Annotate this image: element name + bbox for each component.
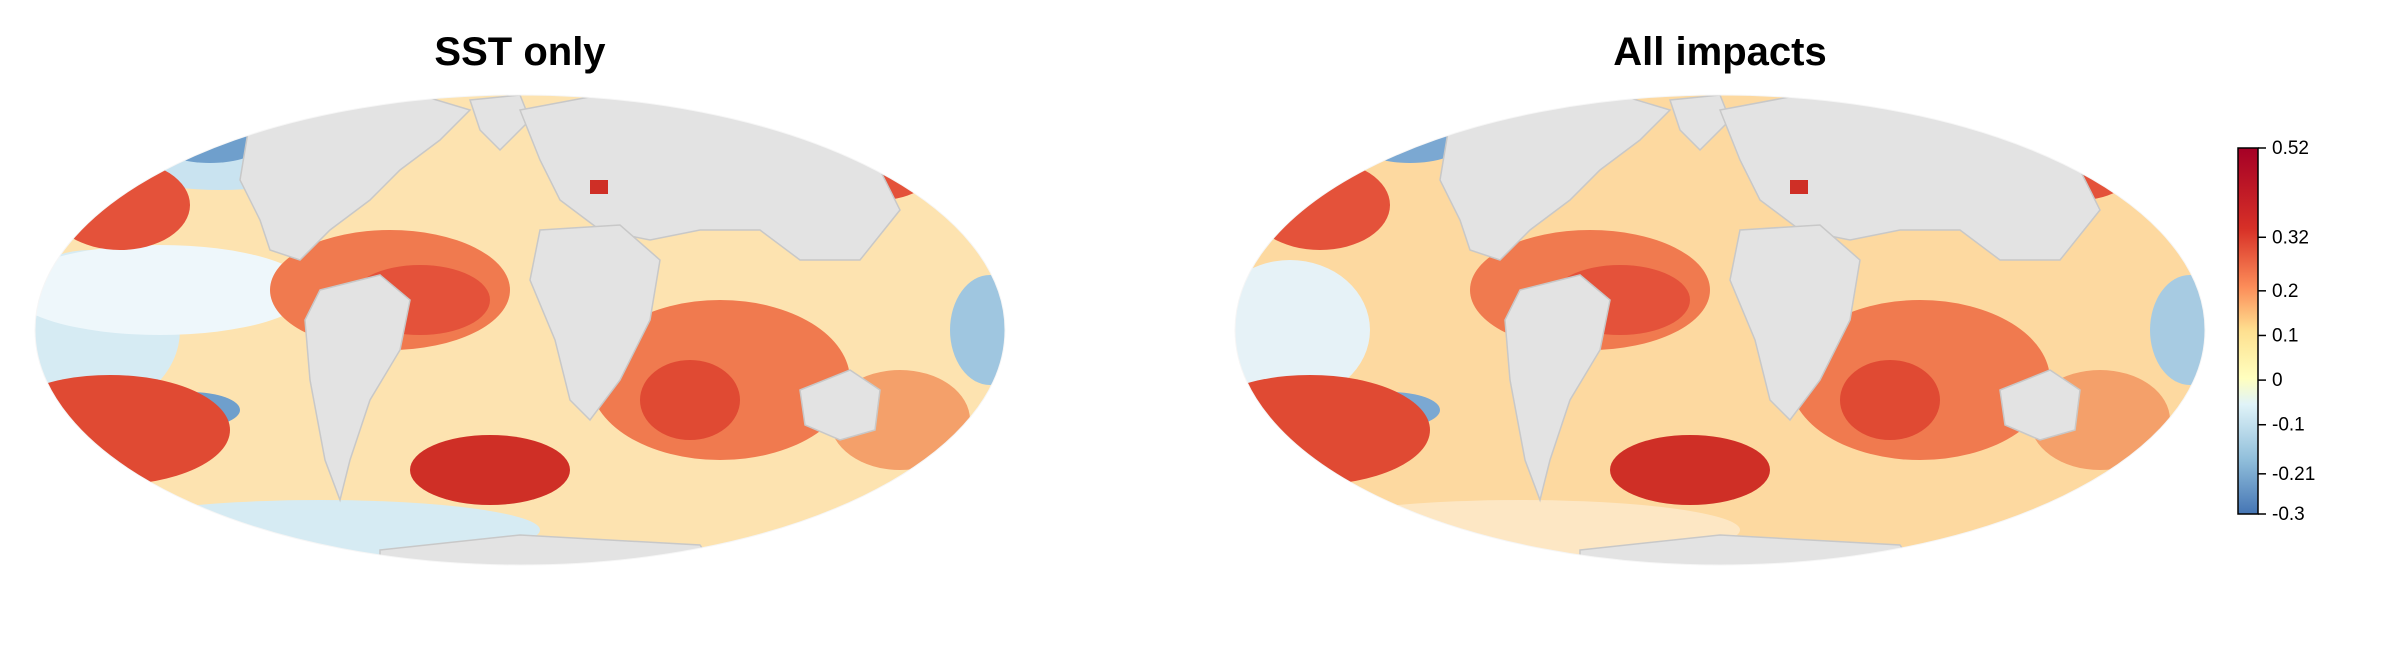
south-atlantic-warm [1610, 435, 1770, 505]
panel-title: All impacts [1613, 30, 1827, 74]
colorbar-tick-label: 0.32 [2272, 227, 2309, 248]
map-panel-sst-only: SST only [0, 0, 1040, 660]
equatorial-pacific-cool [35, 245, 310, 335]
africa [529, 224, 661, 422]
colorbar-gradient [2237, 147, 2259, 515]
east-cool-region [950, 275, 1005, 385]
australia [1999, 369, 2081, 441]
colorbar-tick-label: 0.52 [2272, 138, 2309, 159]
mediterranean-hotspot [1790, 180, 1808, 194]
world-map-sst-only [34, 94, 1006, 566]
colorbar-tick-label: 0 [2272, 370, 2283, 391]
africa [1729, 224, 1861, 422]
colorbar-tick-label: 0.1 [2272, 325, 2298, 346]
colorbar-tick-label: -0.3 [2272, 504, 2305, 525]
indian-core [640, 360, 740, 440]
north-america [1439, 95, 1672, 261]
north-america [239, 95, 472, 261]
indian-core [1840, 360, 1940, 440]
south-pacific-warm [1235, 375, 1430, 485]
australia [799, 369, 881, 441]
colorbar-tick-label: -0.21 [2272, 464, 2315, 485]
north-pacific-warm [1250, 160, 1390, 250]
north-pacific-warm [50, 160, 190, 250]
panel-title: SST only [434, 30, 606, 74]
colorbar-tick-label: -0.1 [2272, 415, 2305, 436]
map-panel-all-impacts: All impacts [1200, 0, 2240, 660]
south-atlantic-warm [410, 435, 570, 505]
pacific-cool-region [1235, 260, 1370, 400]
south-america [304, 274, 411, 503]
greenland [468, 95, 531, 152]
greenland [1668, 95, 1731, 152]
mediterranean-hotspot [590, 180, 608, 194]
colorbar-tick-label: 0.2 [2272, 281, 2298, 302]
south-pacific-warm [35, 375, 230, 485]
world-map-all-impacts [1234, 94, 2206, 566]
map-outline [1234, 94, 2206, 566]
south-america [1504, 274, 1611, 503]
east-cool-region [2150, 275, 2205, 385]
map-outline [34, 94, 1006, 566]
